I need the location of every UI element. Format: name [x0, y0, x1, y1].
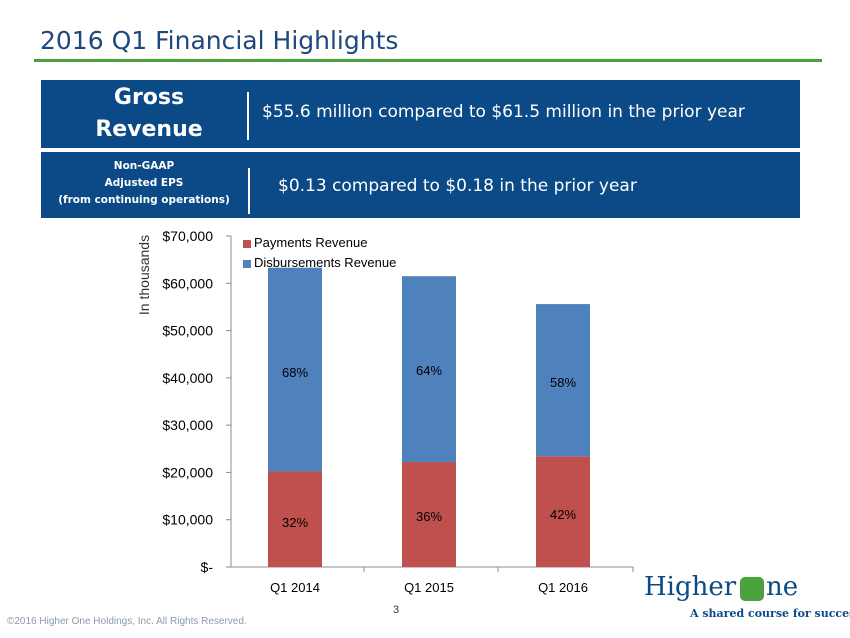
page-number: 3 — [393, 604, 400, 616]
eps-label: Non-GAAP Adjusted EPS (from continuing o… — [49, 158, 239, 209]
title-rule — [34, 59, 822, 62]
disbursements-bar — [402, 276, 456, 463]
logo-word-2: ne — [766, 572, 799, 602]
payments-bar — [268, 471, 322, 567]
gross-revenue-panel: Gross Revenue $55.6 million compared to … — [41, 80, 800, 148]
eps-label-line3: (from continuing operations) — [58, 194, 230, 206]
eps-value: $0.13 compared to $0.18 in the prior yea… — [278, 176, 637, 196]
revenue-chart: $- $10,000 $20,000 $30,000 $40,000 $50,000 $60… — [136, 228, 634, 595]
gross-revenue-divider — [247, 92, 249, 140]
disbursements-percent-label: 58% — [550, 375, 576, 390]
y-tick-label: $10,000 — [162, 512, 213, 528]
eps-panel: Non-GAAP Adjusted EPS (from continuing o… — [41, 152, 800, 218]
x-tick-label: Q1 2016 — [538, 580, 588, 595]
eps-label-line2: Adjusted EPS — [104, 177, 184, 189]
logo-tagline: A shared course for success — [690, 607, 850, 620]
payments-percent-label: 32% — [282, 515, 308, 530]
logo-word: Higher — [644, 572, 737, 602]
y-tick-label: $- — [201, 559, 214, 575]
y-tick-label: $40,000 — [162, 370, 213, 386]
eps-label-line1: Non-GAAP — [113, 160, 175, 172]
x-tick-label: Q1 2015 — [404, 580, 454, 595]
higher-one-logo: Higher ne A shared course for success — [640, 572, 850, 622]
y-tick-label: $30,000 — [162, 417, 213, 433]
y-tick-label: $70,000 — [162, 228, 213, 244]
payments-percent-label: 36% — [416, 509, 442, 524]
y-tick-label: $50,000 — [162, 323, 213, 339]
gross-revenue-label-line2: Revenue — [95, 117, 203, 142]
eps-divider — [248, 168, 250, 214]
logo-mark-icon — [740, 577, 764, 601]
y-axis-title: In thousands — [136, 235, 152, 315]
x-tick-label: Q1 2014 — [270, 580, 320, 595]
legend-label: Disbursements Revenue — [254, 255, 396, 270]
payments-percent-label: 42% — [550, 507, 576, 522]
disbursements-percent-label: 64% — [416, 363, 442, 378]
slide-title: 2016 Q1 Financial Highlights — [40, 26, 399, 55]
legend-swatch — [243, 260, 251, 268]
y-tick-label: $20,000 — [162, 464, 213, 480]
disbursements-bar — [268, 267, 322, 472]
y-tick-label: $60,000 — [162, 275, 213, 291]
gross-revenue-label-line1: Gross — [113, 85, 185, 110]
disbursements-percent-label: 68% — [282, 365, 308, 380]
payments-bar — [402, 462, 456, 567]
legend-swatch — [243, 240, 251, 248]
gross-revenue-label: Gross Revenue — [41, 82, 257, 146]
gross-revenue-value: $55.6 million compared to $61.5 million … — [262, 102, 745, 122]
payments-bar — [536, 456, 590, 567]
disbursements-bar — [536, 304, 590, 457]
copyright-footer: ©2016 Higher One Holdings, Inc. All Righ… — [7, 616, 247, 627]
legend-label: Payments Revenue — [254, 235, 367, 250]
